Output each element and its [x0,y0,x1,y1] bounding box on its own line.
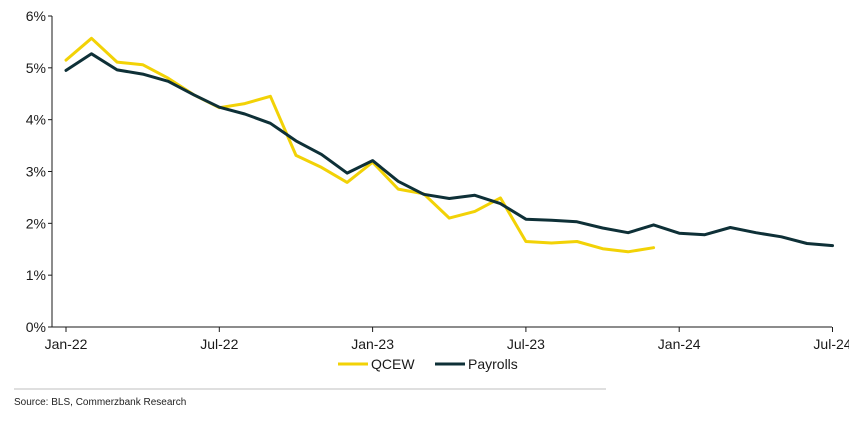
x-tick-label: Jan-23 [351,336,394,352]
legend-label-qcew: QCEW [371,356,415,372]
chart-axes: 0% 1% 2% 3% 4% 5% 6% Jan-22 Jul-22 Jan-23 Jul-23 Ja… [26,8,849,352]
y-tick-label: 4% [26,112,46,128]
x-tick-label: Jan-22 [45,336,88,352]
series-line-payrolls [64,52,834,248]
x-tick-label: Jul-23 [507,336,545,352]
x-tick-label: Jul-24 [813,336,849,352]
x-tick-label: Jan-24 [658,336,701,352]
y-tick-label: 0% [26,319,46,335]
series-line-qcew [64,36,656,254]
chart-legend: QCEW Payrolls [338,356,518,372]
legend-label-payrolls: Payrolls [468,356,518,372]
source-note: Source: BLS, Commerzbank Research [14,397,186,408]
x-tick-label: Jul-22 [200,336,238,352]
series-layer [64,36,834,254]
y-tick-label: 2% [26,215,46,231]
y-tick-label: 1% [26,267,46,283]
y-tick-label: 5% [26,60,46,76]
y-tick-label: 6% [26,8,46,24]
y-tick-label: 3% [26,164,46,180]
